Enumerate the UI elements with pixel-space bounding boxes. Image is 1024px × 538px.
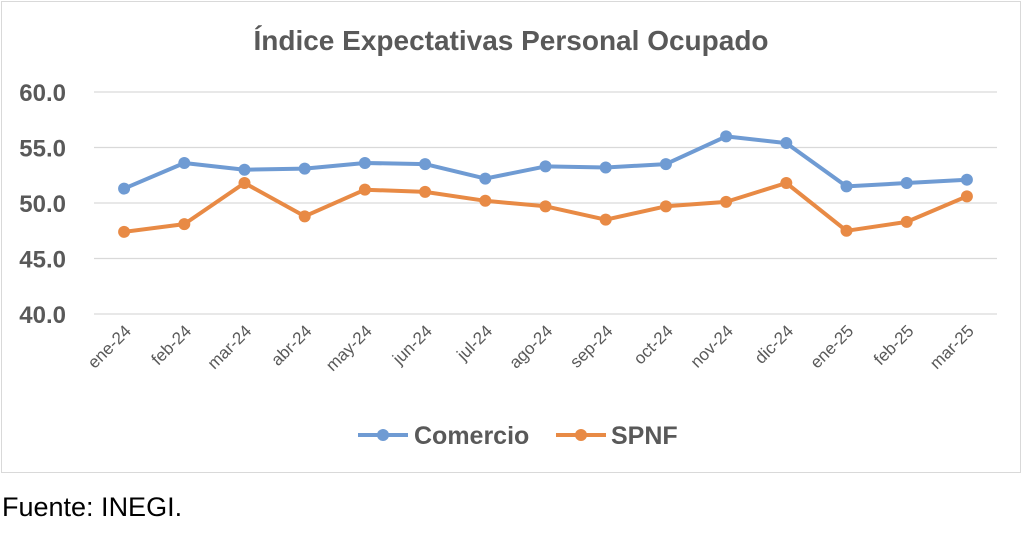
data-point-spnf [298, 210, 311, 223]
x-tick-label: dic-24 [751, 321, 797, 367]
data-point-comercio [298, 162, 311, 175]
x-tick-label: jul-24 [453, 321, 497, 365]
data-point-comercio [539, 160, 552, 173]
x-tick-label: jun-24 [388, 321, 436, 369]
x-tick-label: feb-24 [148, 321, 196, 369]
data-point-comercio [659, 158, 672, 171]
data-point-comercio [960, 173, 973, 186]
data-point-spnf [780, 177, 793, 190]
data-point-spnf [238, 177, 251, 190]
data-point-comercio [780, 137, 793, 150]
data-point-spnf [178, 218, 191, 231]
data-point-spnf [659, 200, 672, 213]
legend-label-comercio: Comercio [414, 422, 529, 450]
x-tick-label: may-24 [322, 321, 376, 375]
x-tick-label: mar-24 [204, 321, 256, 373]
data-point-comercio [840, 180, 853, 193]
data-point-spnf [539, 200, 552, 213]
data-point-comercio [720, 130, 733, 143]
x-tick-label: oct-24 [630, 321, 677, 368]
x-tick-label: ene-24 [84, 321, 135, 372]
y-tick-label: 45.0 [19, 247, 66, 274]
y-tick-label: 55.0 [19, 136, 66, 163]
chart-frame [1, 1, 1021, 473]
x-tick-label: ago-24 [505, 321, 556, 372]
chart-title: Índice Expectativas Personal Ocupado [253, 25, 768, 56]
data-point-spnf [118, 225, 131, 238]
x-tick-label: sep-24 [566, 321, 616, 371]
data-point-spnf [840, 224, 853, 237]
legend-label-spnf: SPNF [611, 422, 678, 450]
data-point-spnf [419, 185, 432, 198]
y-tick-label: 40.0 [19, 302, 66, 329]
legend-marker-spnf [575, 429, 587, 441]
x-tick-label: nov-24 [687, 321, 737, 371]
x-tick-label: abr-24 [267, 321, 315, 369]
x-tick-label: mar-25 [926, 321, 978, 373]
data-point-spnf [900, 215, 913, 228]
data-point-comercio [900, 177, 913, 190]
data-point-spnf [358, 183, 371, 196]
x-tick-label: ene-25 [806, 321, 857, 372]
x-tick-label: feb-25 [870, 321, 918, 369]
data-point-spnf [479, 194, 492, 207]
y-tick-label: 60.0 [19, 80, 66, 107]
data-point-comercio [358, 157, 371, 170]
data-point-spnf [599, 213, 612, 226]
legend-marker-comercio [377, 429, 389, 441]
data-point-comercio [479, 172, 492, 185]
data-point-comercio [178, 157, 191, 170]
data-point-spnf [960, 190, 973, 203]
source-note: Fuente: INEGI. [2, 492, 183, 522]
data-point-comercio [118, 182, 131, 195]
data-point-comercio [419, 158, 432, 171]
y-tick-label: 50.0 [19, 191, 66, 218]
data-point-spnf [720, 195, 733, 208]
data-point-comercio [238, 163, 251, 176]
data-point-comercio [599, 161, 612, 174]
